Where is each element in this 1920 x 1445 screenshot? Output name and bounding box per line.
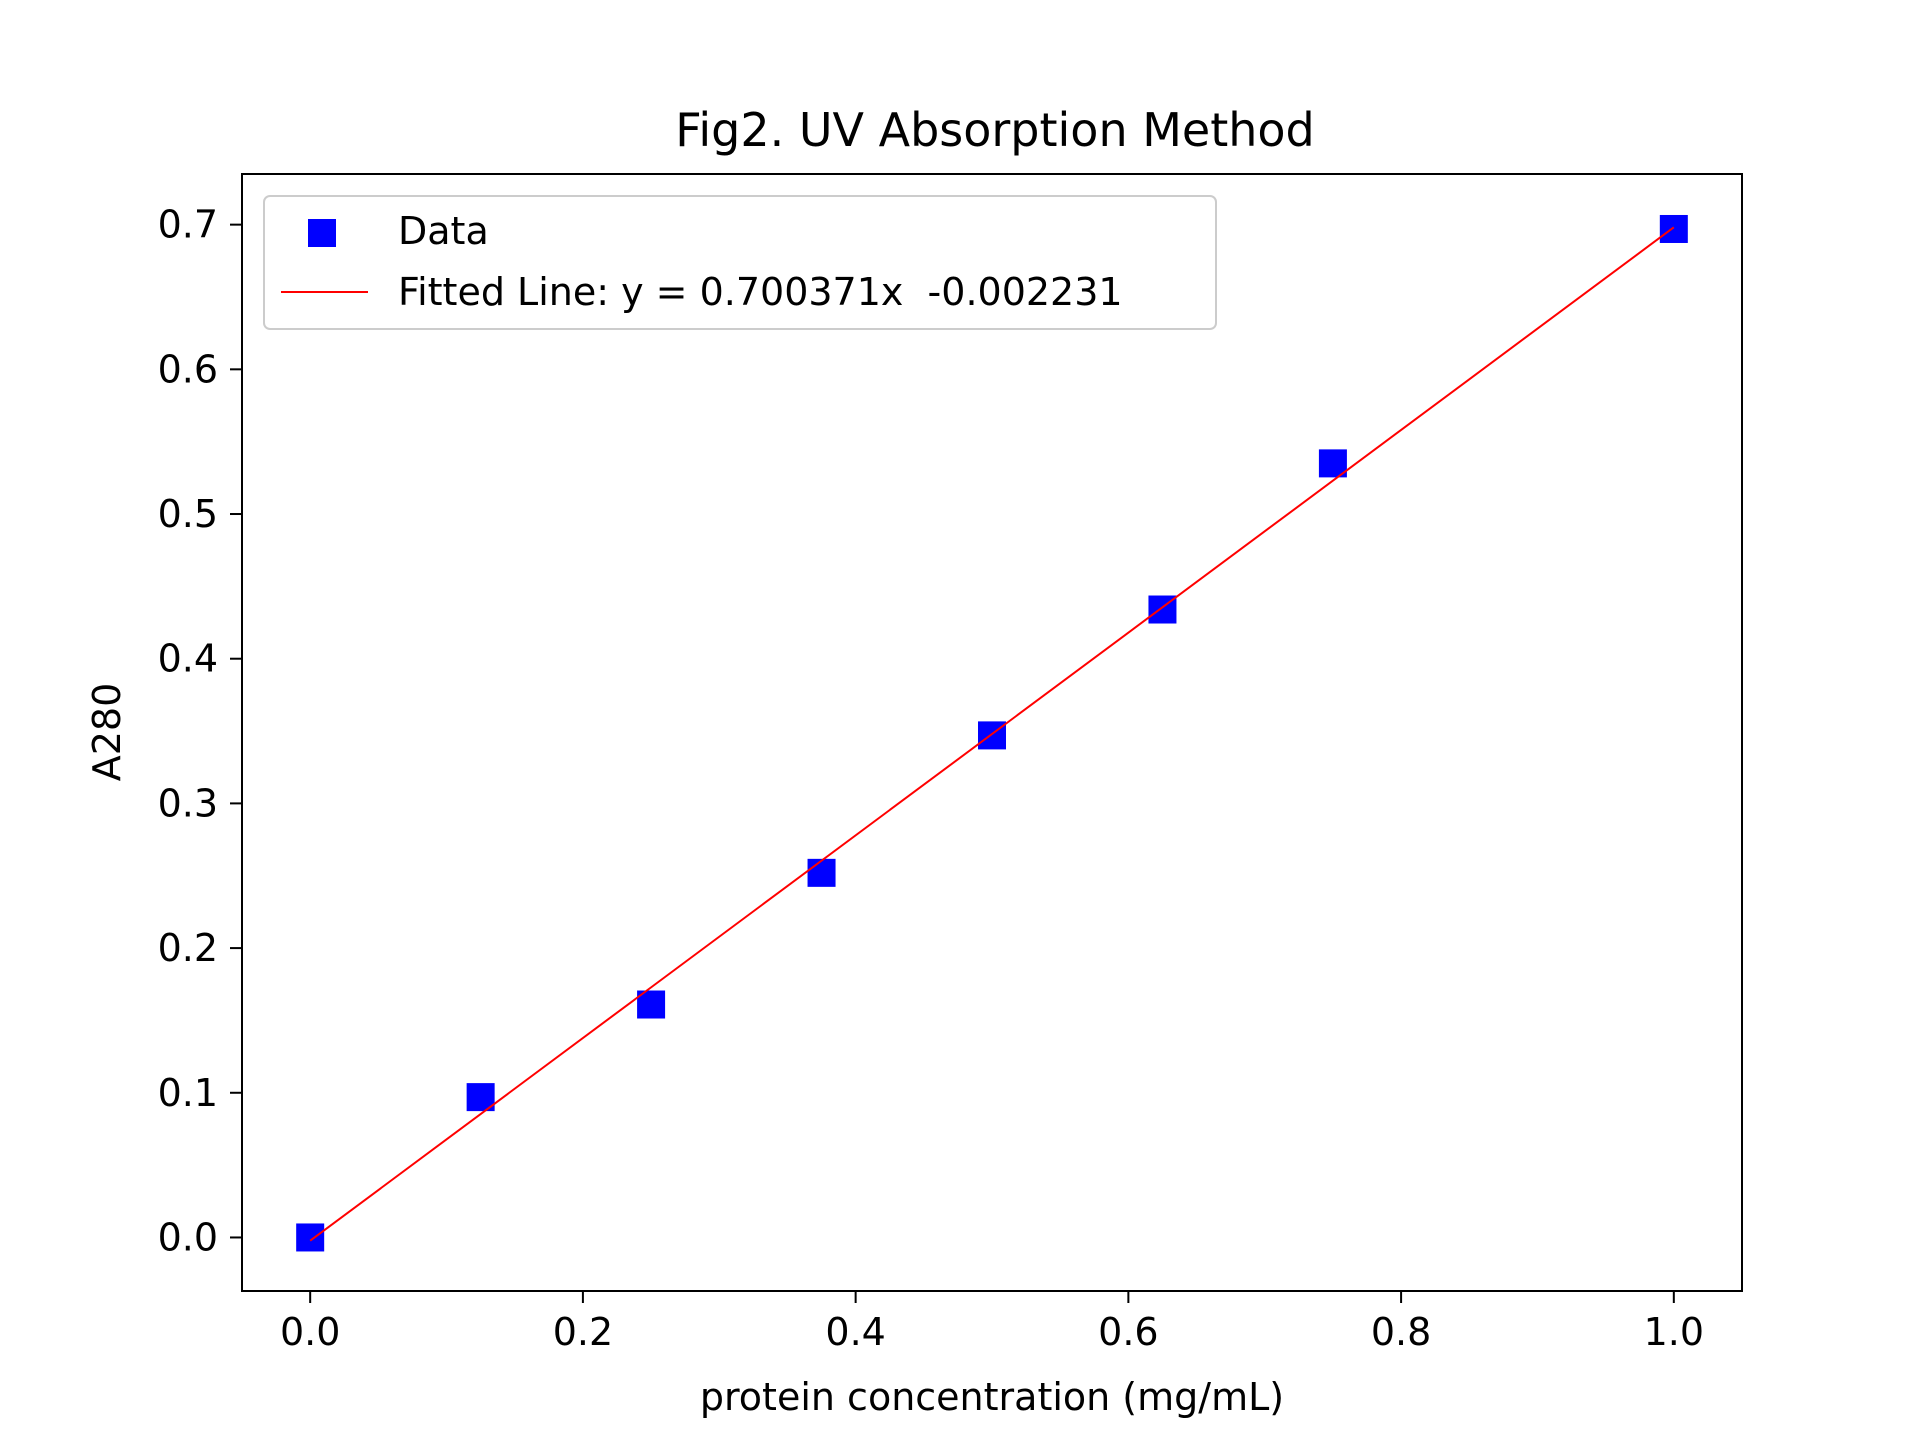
y-tick-label: 0.7 [158, 203, 218, 247]
data-point [1659, 214, 1688, 243]
x-tick-label: 0.6 [1098, 1310, 1158, 1354]
axes-frame [241, 173, 1743, 1292]
y-tick-label: 0.1 [158, 1071, 218, 1115]
y-tick-label: 0.4 [158, 637, 218, 681]
y-tick-label: 0.3 [158, 781, 218, 825]
plot-area [296, 214, 1688, 1252]
x-tick-label: 0.8 [1371, 1310, 1431, 1354]
y-tick-label: 0.0 [158, 1215, 218, 1259]
y-tick-label: 0.6 [158, 347, 218, 391]
x-axis-label: protein concentration (mg/mL) [700, 1375, 1284, 1419]
x-tick-label: 0.4 [825, 1310, 885, 1354]
x-tick-label: 1.0 [1644, 1310, 1704, 1354]
legend-label-fitted-line: Fitted Line: y = 0.700371x -0.002231 [398, 270, 1123, 314]
data-point [807, 858, 836, 887]
x-axis: 0.0 0.2 0.4 0.6 0.8 1.0 [280, 1291, 1704, 1354]
legend-label-data: Data [398, 209, 489, 253]
legend-marker-data [308, 219, 336, 247]
chart-title: Fig2. UV Absorption Method [675, 103, 1315, 157]
legend-box [263, 195, 1217, 330]
y-tick-label: 0.2 [158, 926, 218, 970]
x-tick-label: 0.2 [553, 1310, 613, 1354]
y-axis-label: A280 [85, 683, 129, 782]
y-axis: 0.0 0.1 0.2 0.3 0.4 0.5 0.6 0.7 [158, 203, 242, 1259]
data-point [296, 1223, 325, 1252]
y-tick-label: 0.5 [158, 492, 218, 536]
x-tick-label: 0.0 [280, 1310, 340, 1354]
legend: Data Fitted Line: y = 0.700371x -0.00223… [263, 195, 1217, 330]
fitted-line [309, 226, 1675, 1242]
